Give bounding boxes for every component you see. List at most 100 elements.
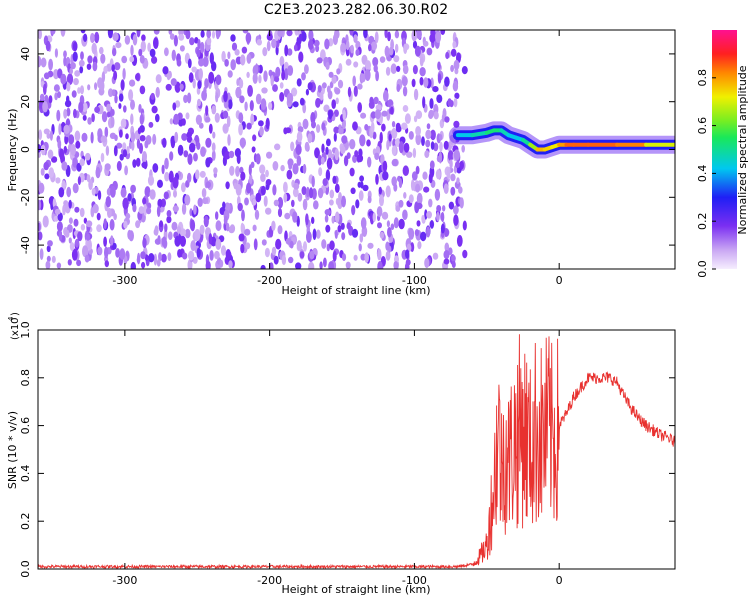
spectrogram-noise-blob (415, 110, 423, 119)
spectrogram-noise-blob (222, 201, 226, 209)
spectrogram-noise-blob (156, 205, 161, 218)
spectrogram-noise-blob (293, 182, 300, 190)
spectrogram-noise-blob (131, 141, 135, 151)
spectrogram-noise-blob (56, 109, 61, 122)
y-tick-label: 0.8 (19, 369, 32, 387)
spectrogram-noise-blob (277, 30, 284, 37)
spectrogram-noise-blob (307, 133, 313, 144)
spectrogram-noise-blob (69, 67, 73, 75)
spectrogram-noise-blob (452, 80, 459, 92)
spectrogram-noise-blob (172, 205, 179, 212)
spectrogram-noise-blob (140, 40, 146, 53)
spectrogram-noise-blob (175, 100, 181, 108)
spectrogram-noise-blob (129, 56, 135, 63)
spectrogram-noise-blob (166, 216, 172, 224)
spectrogram-noise-blob (417, 241, 422, 250)
spectrogram-noise-blob (249, 100, 254, 112)
snr-x-label: Height of straight line (km) (281, 583, 430, 596)
spectrogram-noise-blob (53, 84, 60, 92)
spectrogram-noise-blob (292, 101, 299, 108)
spectrogram-noise-blob (60, 73, 67, 85)
spectrogram-noise-blob (321, 143, 325, 154)
spectrogram-y-label: Frequency (Hz) (6, 109, 19, 192)
spectrogram-noise-blob (119, 248, 126, 260)
spectrogram-noise-blob (277, 197, 284, 209)
spectrogram-noise-blob (430, 77, 434, 89)
spectrogram-noise-blob (375, 104, 382, 111)
spectrogram-noise-blob (132, 159, 137, 168)
spectrogram-noise-blob (214, 250, 220, 260)
spectrogram-noise-blob (170, 135, 176, 146)
spectrogram-noise-blob (322, 82, 327, 89)
spectrogram-noise-blob (106, 111, 111, 118)
spectrogram-noise-blob (374, 152, 380, 160)
spectrogram-noise-blob (187, 58, 192, 69)
spectrogram-noise-blob (277, 207, 283, 218)
spectrogram-noise-blob (197, 98, 201, 107)
spectrogram-noise-blob (68, 199, 72, 209)
spectrogram-noise-blob (101, 111, 108, 123)
spectrogram-noise-blob (420, 231, 427, 242)
spectrogram-noise-blob (215, 92, 219, 103)
spectrogram-noise-blob (170, 78, 177, 86)
spectrogram-noise-blob (402, 105, 409, 112)
spectrogram-noise-blob (205, 157, 211, 168)
spectrogram-noise-blob (308, 261, 315, 269)
spectrogram-noise-blob (346, 222, 351, 230)
spectrogram-noise-blob (181, 182, 186, 193)
spectrogram-noise-blob (443, 140, 449, 150)
spectrogram-noise-blob (358, 148, 363, 158)
spectrogram-noise-blob (304, 64, 309, 75)
spectrogram-noise-blob (259, 126, 264, 137)
spectrogram-noise-blob (453, 205, 459, 215)
spectrogram-noise-blob (138, 48, 143, 57)
spectrogram-noise-blob (238, 112, 244, 124)
spectrogram-noise-blob (438, 151, 443, 164)
spectrogram-noise-blob (106, 103, 111, 112)
spectrogram-noise-blob (320, 156, 325, 165)
spectrogram-noise-blob (440, 30, 446, 35)
spectrogram-noise-blob (274, 143, 281, 151)
spectrogram-noise-blob (315, 229, 321, 239)
spectrogram-noise-blob (59, 148, 65, 161)
spectrogram-noise-blob (261, 87, 268, 94)
spectrogram-noise-blob (440, 211, 445, 223)
spectrogram-noise-blob (374, 31, 379, 44)
spectrogram-noise-blob (280, 164, 285, 172)
spectrogram-noise-blob (368, 100, 375, 109)
spectrogram-noise-blob (70, 144, 76, 156)
spectrogram-noise-blob (284, 44, 289, 57)
spectrogram-noise-blob (291, 199, 295, 208)
spectrogram-noise-blob (306, 231, 312, 243)
spectrogram-noise-blob (147, 175, 155, 186)
spectrogram-noise-blob (345, 58, 352, 66)
spectrogram-noise-blob (444, 76, 450, 87)
spectrogram-noise-blob (246, 71, 250, 78)
x-tick-label: -300 (112, 574, 137, 587)
spectrogram-noise-blob (370, 41, 378, 51)
spectrogram-noise-blob (173, 189, 177, 198)
spectrogram-noise-blob (387, 227, 392, 238)
spectrogram-noise-blob (42, 101, 48, 113)
spectrogram-noise-blob (77, 176, 81, 186)
y-tick-label: -20 (19, 188, 32, 206)
spectrogram-noise-blob (164, 223, 168, 232)
spectrogram-noise-blob (90, 32, 95, 44)
spectrogram-noise-blob (124, 165, 128, 176)
spectrogram-noise-blob (141, 34, 146, 42)
spectrogram-noise-blob (141, 261, 146, 269)
spectrogram-noise-blob (47, 149, 54, 159)
spectrogram-noise-blob (38, 144, 42, 153)
spectrogram-noise-blob (381, 123, 386, 132)
spectrogram-noise-blob (450, 64, 454, 73)
spectrogram-noise-blob (265, 169, 269, 178)
spectrogram-noise-blob (230, 34, 236, 42)
spectrogram-noise-blob (379, 56, 386, 63)
spectrogram-noise-blob (331, 215, 335, 224)
spectrogram-noise-blob (196, 141, 201, 150)
spectrogram-noise-blob (311, 216, 315, 224)
spectrogram-noise-blob (450, 173, 456, 182)
spectrogram-noise-blob (393, 55, 400, 63)
